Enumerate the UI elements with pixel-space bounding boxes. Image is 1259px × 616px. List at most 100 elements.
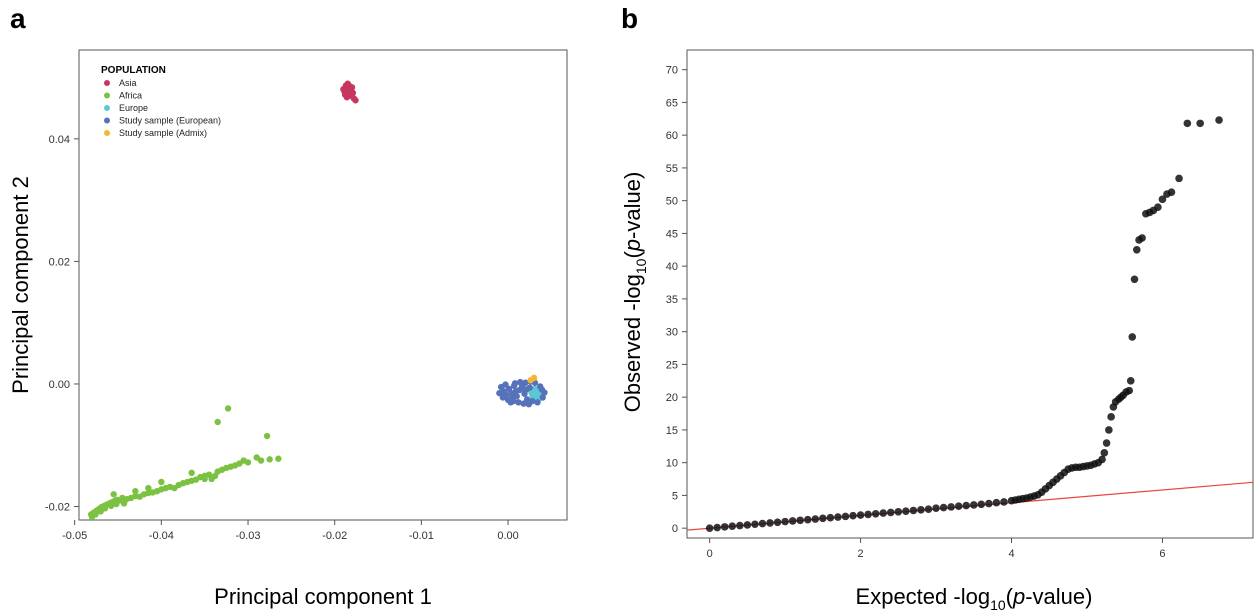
data-point xyxy=(841,512,850,521)
data-point xyxy=(1130,275,1139,284)
data-point xyxy=(796,516,804,525)
legend-entry: Study sample (Admix) xyxy=(119,128,207,138)
data-point xyxy=(758,519,767,528)
data-point xyxy=(1196,119,1204,128)
data-point xyxy=(773,518,782,527)
y-tick-label: 70 xyxy=(666,65,678,77)
data-point xyxy=(1098,455,1106,464)
data-point xyxy=(939,503,948,512)
data-point xyxy=(917,506,925,514)
legend-swatch xyxy=(104,92,110,99)
data-point xyxy=(864,510,872,519)
data-point xyxy=(728,522,737,531)
data-point xyxy=(1215,116,1223,124)
y-tick-label: 55 xyxy=(666,163,678,175)
y-tick-label: -0.02 xyxy=(45,502,70,514)
pca-points xyxy=(87,80,548,521)
y-tick-label: 45 xyxy=(666,228,678,240)
data-point xyxy=(107,502,115,510)
data-point xyxy=(340,86,347,93)
y-tick-label: 5 xyxy=(672,490,678,502)
data-point xyxy=(856,511,865,519)
data-point xyxy=(1167,188,1176,196)
data-point xyxy=(720,523,729,531)
data-point xyxy=(1138,234,1146,242)
data-point xyxy=(705,524,714,532)
data-point xyxy=(523,386,530,393)
data-point xyxy=(527,377,534,384)
x-tick-label: 0.00 xyxy=(497,530,518,542)
x-tick-label: 0 xyxy=(707,548,713,560)
data-point xyxy=(512,388,520,395)
data-point xyxy=(871,509,880,518)
y-tick-label: 20 xyxy=(666,392,678,404)
y-tick-label: 0.02 xyxy=(49,256,70,268)
y-tick-label: 30 xyxy=(666,327,678,339)
data-point xyxy=(263,432,271,440)
y-tick-label: 25 xyxy=(666,359,678,371)
data-point xyxy=(101,505,109,512)
legend-entry: Europe xyxy=(119,103,148,113)
data-point xyxy=(539,394,546,401)
data-point xyxy=(781,517,789,526)
data-point xyxy=(1158,195,1167,204)
data-point xyxy=(1000,498,1008,506)
data-point xyxy=(1105,426,1113,434)
qq-plot-frame xyxy=(686,49,1254,539)
data-point xyxy=(1102,439,1111,447)
data-point xyxy=(1107,413,1115,421)
data-point xyxy=(507,399,514,406)
data-point xyxy=(522,379,529,386)
panel-letter-a: a xyxy=(10,3,26,34)
data-point xyxy=(909,506,918,515)
data-point xyxy=(520,400,527,407)
data-point xyxy=(188,469,195,477)
y-tick-label: 50 xyxy=(666,196,678,208)
data-point xyxy=(1126,376,1135,385)
data-point xyxy=(110,491,117,498)
data-point xyxy=(788,517,797,525)
data-point xyxy=(224,405,232,412)
x-tick-label: 6 xyxy=(1159,548,1165,560)
legend-entry: Asia xyxy=(119,78,137,88)
data-point xyxy=(1125,386,1134,395)
pca-panel: a -0.05 -0.04 -0.03 -0.02 -0.01 0.00 -0.02 0.00… xyxy=(8,3,568,609)
pca-y-axis-title: Principal component 2 xyxy=(8,176,33,394)
data-point xyxy=(525,400,533,408)
x-tick-label: 4 xyxy=(1008,548,1014,560)
data-point xyxy=(523,396,531,403)
legend-swatch xyxy=(104,130,110,136)
legend-swatch xyxy=(104,105,110,111)
data-point xyxy=(1175,174,1183,183)
x-tick-label: -0.02 xyxy=(322,530,347,542)
data-point xyxy=(275,455,282,462)
y-tick-label: 10 xyxy=(666,458,678,470)
legend-entry: Study sample (European) xyxy=(119,116,221,126)
data-point xyxy=(924,505,933,513)
data-point xyxy=(511,380,519,387)
x-tick-label: -0.03 xyxy=(235,530,260,542)
y-tick-label: 65 xyxy=(666,97,678,109)
data-point xyxy=(894,507,903,516)
data-point xyxy=(502,381,509,388)
data-point xyxy=(886,508,895,517)
data-point xyxy=(962,501,971,510)
data-point xyxy=(902,507,910,515)
data-point xyxy=(499,394,507,401)
y-tick-label: 35 xyxy=(666,294,678,306)
data-point xyxy=(879,509,888,517)
data-point xyxy=(253,454,260,461)
data-point xyxy=(977,500,986,509)
data-point xyxy=(954,502,963,511)
data-point xyxy=(145,484,152,492)
data-point xyxy=(496,389,503,397)
data-point xyxy=(240,457,247,464)
data-point xyxy=(1154,203,1162,212)
data-point xyxy=(766,519,774,527)
qq-x-axis-title: Expected -log10(p-value) xyxy=(856,584,1093,613)
data-point xyxy=(214,418,221,426)
legend-entry: Africa xyxy=(119,91,142,101)
